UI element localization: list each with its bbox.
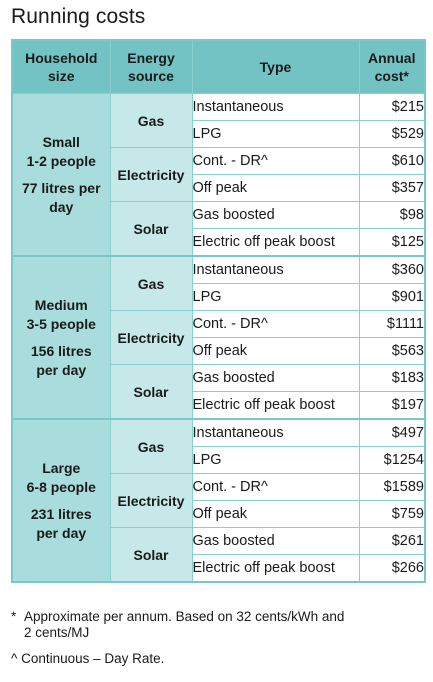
header-source-line2: source xyxy=(128,68,174,84)
header-cost-line1: Annual xyxy=(368,50,416,66)
type-cell: Instantaneous xyxy=(191,418,360,447)
annual-cost-cell: $759 xyxy=(358,500,426,528)
type-cell: Gas boosted xyxy=(191,364,360,392)
table-row: Electricity Cont. - DR^ $1589 xyxy=(12,473,426,528)
table-row: Solar Gas boosted $261 xyxy=(12,527,426,583)
footnote-continuous: ^ Continuous – Day Rate. xyxy=(11,651,165,666)
page-title: Running costs xyxy=(11,5,146,28)
header-household-line1: Household xyxy=(25,50,98,66)
table-row: Electric off peak boost $266 xyxy=(12,554,426,583)
header-type: Type xyxy=(191,39,360,94)
energy-source-cell: Solar xyxy=(109,527,193,583)
household-litres-label: per day xyxy=(36,361,87,378)
header-household-line2: size xyxy=(48,68,75,84)
household-people-label: 6-8 people xyxy=(26,478,96,495)
household-size-cell: Medium 3-5 people 156 litres per day xyxy=(11,255,111,420)
type-cell: Gas boosted xyxy=(191,201,360,229)
table-row: Electric off peak boost $125 xyxy=(12,228,426,257)
header-annual-cost: Annual cost* xyxy=(358,39,426,94)
annual-cost-cell: $360 xyxy=(358,255,426,284)
household-people-label: 1-2 people xyxy=(26,152,96,169)
annual-cost-cell: $497 xyxy=(358,418,426,447)
table-body: Small 1-2 people 77 litres per day Gas Instan… xyxy=(11,93,426,583)
household-size-label: Small xyxy=(42,133,80,150)
running-costs-table: Household size Energy source Type Annual… xyxy=(11,39,426,583)
table-row: Electricity Cont. - DR^ $610 xyxy=(12,147,426,202)
type-cell: Cont. - DR^ xyxy=(191,473,360,501)
footnote-star-line2: 2 cents/MJ xyxy=(24,625,90,640)
energy-source-cell: Gas xyxy=(109,418,193,474)
annual-cost-cell: $215 xyxy=(358,93,426,121)
type-cell: Instantaneous xyxy=(191,255,360,284)
type-cell: Electric off peak boost xyxy=(191,391,360,420)
type-cell: Off peak xyxy=(191,337,360,365)
energy-source-cell: Gas xyxy=(109,255,193,311)
annual-cost-cell: $610 xyxy=(358,147,426,175)
annual-cost-cell: $125 xyxy=(358,228,426,257)
household-litres-label: 156 litres xyxy=(30,342,92,359)
household-size-cell: Small 1-2 people 77 litres per day xyxy=(11,93,111,257)
type-cell: LPG xyxy=(191,120,360,148)
header-cost-line2: cost* xyxy=(374,68,409,84)
household-litres-label: per day xyxy=(36,524,87,541)
annual-cost-cell: $563 xyxy=(358,337,426,365)
type-cell: Cont. - DR^ xyxy=(191,310,360,338)
table-row: LPG $529 xyxy=(12,120,426,148)
energy-source-cell: Electricity xyxy=(109,147,193,202)
household-litres-label: 231 litres xyxy=(30,505,92,522)
table-row: Solar Gas boosted $183 xyxy=(12,364,426,420)
annual-cost-cell: $1111 xyxy=(358,310,426,338)
table-row: Electric off peak boost $197 xyxy=(12,391,426,420)
table-row: Solar Gas boosted $98 xyxy=(12,201,426,257)
type-cell: Electric off peak boost xyxy=(191,228,360,257)
annual-cost-cell: $1254 xyxy=(358,446,426,474)
table-row: LPG $901 xyxy=(12,283,426,311)
table-row: Large 6-8 people 231 litres per day Gas Insta… xyxy=(11,418,426,583)
type-cell: Off peak xyxy=(191,500,360,528)
annual-cost-cell: $1589 xyxy=(358,473,426,501)
table-row: LPG $1254 xyxy=(12,446,426,474)
household-size-cell: Large 6-8 people 231 litres per day xyxy=(11,418,111,583)
table-row: Off peak $759 xyxy=(12,500,426,528)
energy-source-cell: Electricity xyxy=(109,310,193,365)
annual-cost-cell: $357 xyxy=(358,174,426,202)
annual-cost-cell: $261 xyxy=(358,527,426,555)
table-row: Small 1-2 people 77 litres per day Gas Instan… xyxy=(11,93,426,257)
table-row: Off peak $563 xyxy=(12,337,426,365)
household-litres-label: 77 litres per xyxy=(21,179,101,196)
type-cell: Gas boosted xyxy=(191,527,360,555)
type-cell: Electric off peak boost xyxy=(191,554,360,583)
household-size-label: Large xyxy=(42,459,81,476)
header-energy-source: Energy source xyxy=(109,39,193,94)
annual-cost-cell: $901 xyxy=(358,283,426,311)
header-household-size: Household size xyxy=(11,39,111,94)
energy-source-cell: Solar xyxy=(109,364,193,420)
footnote-approximate: * Approximate per annum. Based on 32 cent… xyxy=(11,609,421,641)
annual-cost-cell: $266 xyxy=(358,554,426,583)
type-cell: Cont. - DR^ xyxy=(191,147,360,175)
household-people-label: 3-5 people xyxy=(26,315,96,332)
table-row: Medium 3-5 people 156 litres per day Gas Inst… xyxy=(11,255,426,420)
household-litres-label: day xyxy=(49,198,74,215)
header-source-line1: Energy xyxy=(127,50,175,66)
energy-source-cell: Electricity xyxy=(109,473,193,528)
type-cell: LPG xyxy=(191,446,360,474)
header-row: Household size Energy source Type Annual… xyxy=(11,39,426,94)
footnote-star-mark: * xyxy=(11,609,17,624)
annual-cost-cell: $183 xyxy=(358,364,426,392)
table-row: Electricity Cont. - DR^ $1111 xyxy=(12,310,426,365)
type-cell: Instantaneous xyxy=(191,93,360,121)
type-cell: Off peak xyxy=(191,174,360,202)
type-cell: LPG xyxy=(191,283,360,311)
footnote-star-line1: Approximate per annum. Based on 32 cents… xyxy=(24,609,345,624)
annual-cost-cell: $98 xyxy=(358,201,426,229)
energy-source-cell: Solar xyxy=(109,201,193,257)
household-size-label: Medium xyxy=(34,296,88,313)
annual-cost-cell: $197 xyxy=(358,391,426,420)
energy-source-cell: Gas xyxy=(109,93,193,148)
annual-cost-cell: $529 xyxy=(358,120,426,148)
table-row: Off peak $357 xyxy=(12,174,426,202)
